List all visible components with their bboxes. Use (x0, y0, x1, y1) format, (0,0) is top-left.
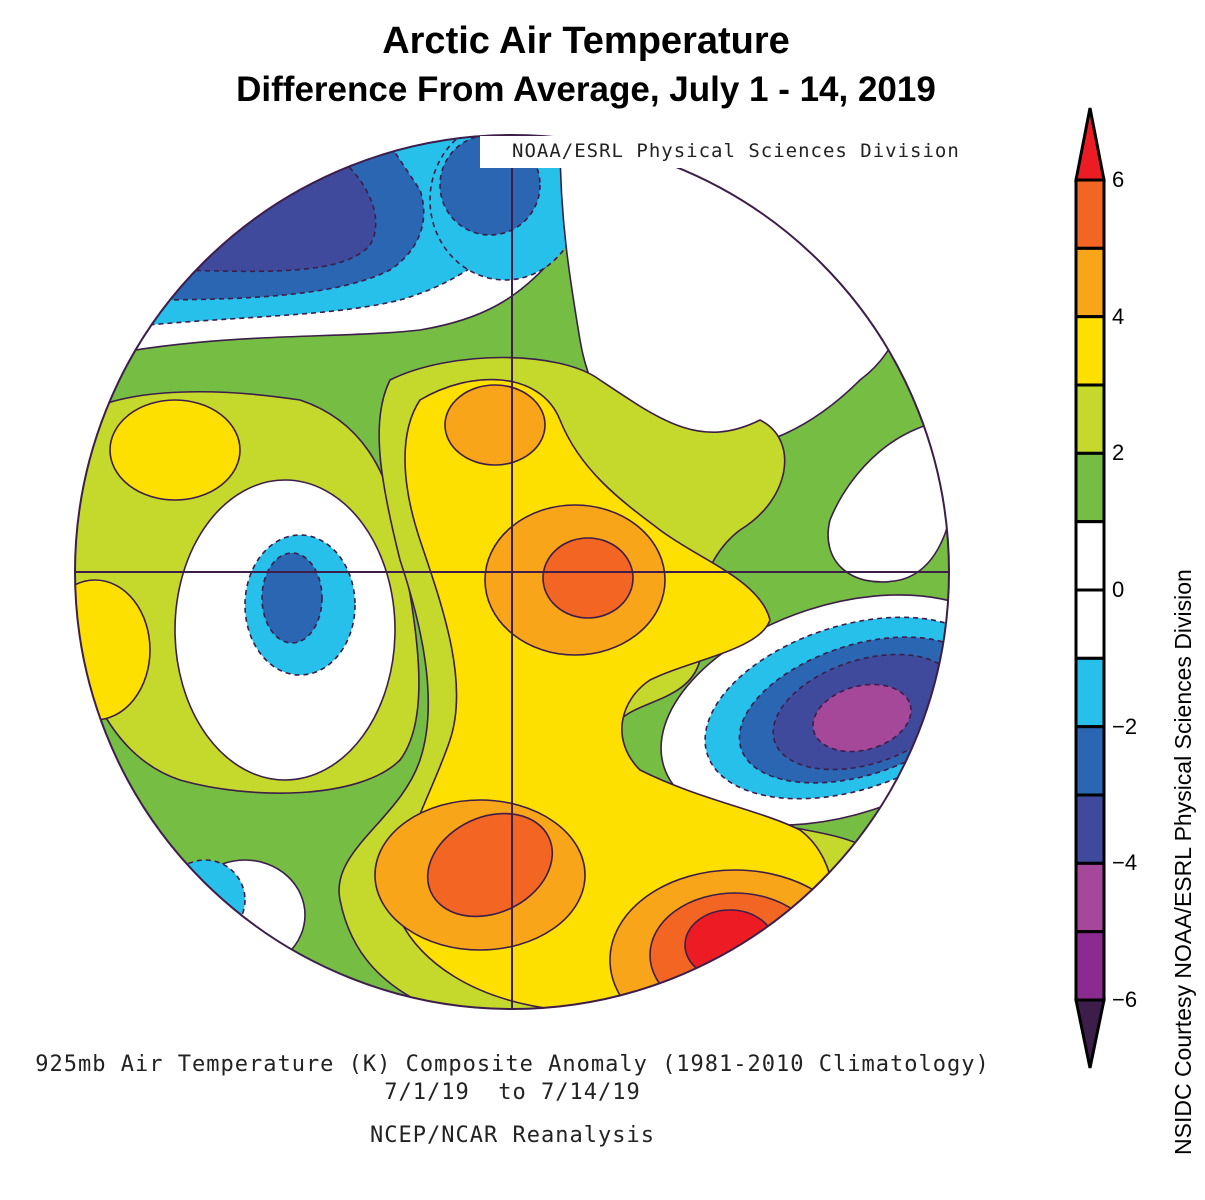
colorbar-box (1074, 930, 1106, 1002)
colorbar (1074, 107, 1106, 1069)
colorbar-box (1074, 861, 1106, 934)
colorbar-box (1074, 793, 1106, 865)
colorbar-box (1074, 725, 1106, 797)
colorbar-tick-label: 6 (1112, 167, 1125, 192)
colorbar-box (1074, 588, 1106, 660)
footer-dates: 7/1/19 to 7/14/19 (384, 1080, 641, 1105)
field-yellow-w (109, 399, 241, 501)
colorbar-under-triangle (1074, 998, 1106, 1069)
field-blue-w (261, 552, 323, 644)
footer-variable: 925mb Air Temperature (K) Composite Anom… (35, 1052, 990, 1077)
colorbar-tick-label: 2 (1112, 440, 1125, 466)
colorbar-box (1074, 520, 1106, 592)
anomaly-field (75, 135, 949, 1009)
field-indigo-nw (158, 135, 377, 273)
colorbar-box (1074, 315, 1106, 387)
field-orange-n (444, 384, 546, 466)
colorbar-box (1074, 246, 1106, 319)
colorbar-box (1074, 383, 1106, 455)
field-yellow-sw (75, 579, 151, 721)
map-subtitle: Difference From Average, July 1 - 14, 20… (236, 70, 936, 109)
colorbar-over-triangle (1074, 107, 1106, 182)
field-orangered-s (426, 812, 554, 918)
footer-source: NCEP/NCAR Reanalysis (370, 1123, 655, 1148)
map-credit: NOAA/ESRL Physical Sciences Division (480, 136, 959, 168)
colorbar-tick-label: 4 (1112, 303, 1125, 329)
field-orangered-c (542, 537, 634, 619)
map-title: Arctic Air Temperature (382, 20, 790, 62)
field-magenta-se (812, 683, 912, 753)
colorbar-tick-label: −2 (1112, 713, 1138, 739)
colorbar-tick-label: −4 (1112, 850, 1138, 876)
colorbar-box (1074, 178, 1106, 250)
field-cyan-sw (164, 859, 246, 941)
colorbar-box (1074, 656, 1106, 729)
field-red-se (684, 909, 776, 981)
colorbar-tick-label: −6 (1112, 987, 1138, 1012)
colorbar-tick-label: 0 (1112, 577, 1125, 602)
colorbar-credit: NSIDC Courtesy NOAA/ESRL Physical Scienc… (1170, 569, 1196, 1155)
colorbar-box (1074, 451, 1106, 524)
